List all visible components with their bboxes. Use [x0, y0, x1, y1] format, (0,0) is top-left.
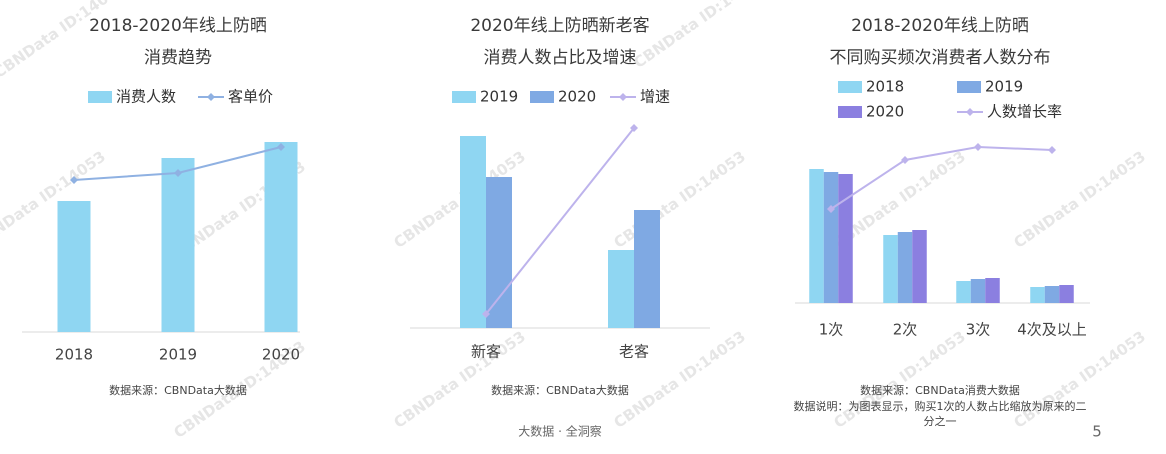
watermark: CBNData ID:14053 — [391, 327, 529, 431]
bar — [161, 158, 195, 332]
bar — [460, 136, 486, 328]
chart-title: 2018-2020年线上防晒 — [89, 16, 267, 36]
bar — [608, 250, 634, 328]
legend-marker — [966, 108, 974, 116]
line-marker — [70, 176, 78, 184]
legend-label: 客单价 — [228, 88, 273, 106]
watermark: CBNData ID:14053 — [1011, 327, 1149, 431]
chart-title: 2018-2020年线上防晒 — [851, 16, 1029, 36]
note: 分之一 — [924, 414, 957, 428]
line-marker — [1048, 146, 1056, 154]
legend-label: 消费人数 — [116, 88, 176, 106]
legend-label: 增速 — [640, 88, 670, 106]
legend-label: 2020 — [866, 103, 904, 121]
bar — [838, 174, 853, 303]
line-marker — [974, 143, 982, 151]
bar — [486, 177, 512, 328]
x-tick-label: 新客 — [471, 343, 501, 361]
legend-swatch — [838, 81, 862, 93]
bar — [970, 279, 986, 303]
source: 数据来源：CBNData大数据 — [491, 383, 629, 397]
chart-title: 消费趋势 — [144, 48, 212, 68]
source: 数据来源：CBNData消费大数据 — [860, 383, 1020, 397]
chart-title: 不同购买频次消费者人数分布 — [830, 48, 1051, 68]
legend-swatch — [88, 91, 112, 103]
legend-swatch — [838, 106, 862, 118]
legend-swatch — [530, 91, 554, 103]
watermark: CBNData ID:14053 — [1011, 147, 1149, 251]
legend-swatch — [452, 91, 476, 103]
legend-label: 2018 — [866, 78, 904, 96]
legend-label: 2019 — [985, 78, 1023, 96]
bar — [883, 235, 898, 303]
legend-marker — [207, 93, 215, 101]
x-tick-label: 2次 — [893, 321, 918, 339]
line — [485, 127, 635, 315]
bar — [1044, 286, 1060, 303]
legend-marker — [619, 93, 627, 101]
x-tick-label: 2019 — [159, 346, 197, 364]
bar — [634, 210, 660, 328]
line-marker — [174, 169, 182, 177]
watermark: CBNData ID:14053 — [631, 0, 769, 72]
chart-title: 2020年线上防晒新老客 — [470, 16, 649, 36]
legend-label: 人数增长率 — [987, 103, 1062, 121]
bar — [956, 281, 971, 303]
footer: 大数据 · 全洞察 — [518, 424, 601, 439]
legend-label: 2020 — [558, 88, 596, 106]
line-marker — [482, 310, 490, 318]
watermark: CBNData ID:14053 — [611, 147, 749, 251]
x-tick-label: 2020 — [262, 346, 300, 364]
page-number: 5 — [1092, 423, 1102, 441]
line — [830, 145, 1053, 210]
line-marker — [277, 143, 285, 151]
x-tick-label: 2018 — [55, 346, 93, 364]
bar — [912, 230, 927, 303]
line-marker — [827, 205, 835, 213]
bar — [264, 142, 298, 332]
bar — [57, 201, 91, 332]
bar — [897, 232, 913, 303]
bar — [985, 278, 1000, 303]
watermark: CBNData ID:14053 — [0, 0, 129, 82]
x-tick-label: 老客 — [619, 343, 649, 361]
x-tick-label: 1次 — [819, 321, 844, 339]
legend-label: 2019 — [480, 88, 518, 106]
bar — [823, 172, 839, 303]
note: 数据说明：为图表显示，购买1次的人数占比缩放为原来的二 — [794, 399, 1087, 413]
bar — [1059, 285, 1074, 303]
source: 数据来源：CBNData大数据 — [109, 383, 247, 397]
bar — [1030, 287, 1045, 303]
bar — [809, 169, 824, 303]
line-marker — [901, 156, 909, 164]
chart-title: 消费人数占比及增速 — [484, 48, 637, 68]
watermark: CBNData ID:14053 — [0, 147, 109, 251]
legend-swatch — [957, 81, 981, 93]
x-tick-label: 4次及以上 — [1017, 321, 1087, 339]
line-marker — [630, 124, 638, 132]
x-tick-label: 3次 — [966, 321, 991, 339]
